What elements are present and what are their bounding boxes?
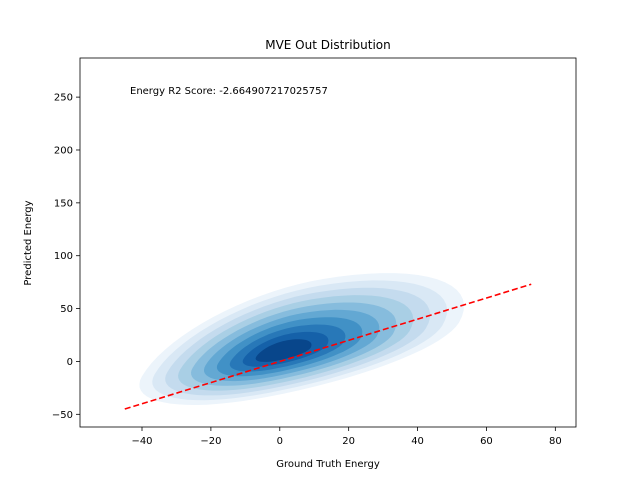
x-axis-label: Ground Truth Energy — [276, 459, 380, 470]
x-tick-label: −20 — [200, 436, 221, 447]
density-level-10 — [255, 339, 312, 362]
x-tick-label: −40 — [131, 436, 152, 447]
y-tick-label: 100 — [54, 251, 73, 262]
y-tick-label: 150 — [54, 198, 73, 209]
y-tick-label: 200 — [54, 145, 73, 156]
y-axis-label: Predicted Energy — [23, 200, 34, 285]
chart-title: MVE Out Distribution — [265, 38, 391, 52]
x-tick-label: 0 — [277, 436, 283, 447]
plot-frame — [79, 57, 577, 428]
y-tick-label: 50 — [60, 304, 73, 315]
density-contours — [139, 273, 464, 405]
reference-line — [124, 283, 532, 410]
y-axis: −50 0 50 100 150 200 250 — [52, 93, 80, 421]
x-tick-label: 20 — [342, 436, 355, 447]
x-tick-label: 60 — [480, 436, 493, 447]
y-tick-label: 250 — [54, 93, 73, 104]
y-tick-label: −50 — [52, 410, 73, 421]
r2-annotation: Energy R2 Score: -2.664907217025757 — [130, 86, 328, 97]
y-tick-label: 0 — [67, 357, 73, 368]
x-tick-label: 80 — [549, 436, 562, 447]
x-tick-label: 40 — [411, 436, 424, 447]
x-axis: −40 −20 0 20 40 60 80 — [131, 427, 562, 447]
